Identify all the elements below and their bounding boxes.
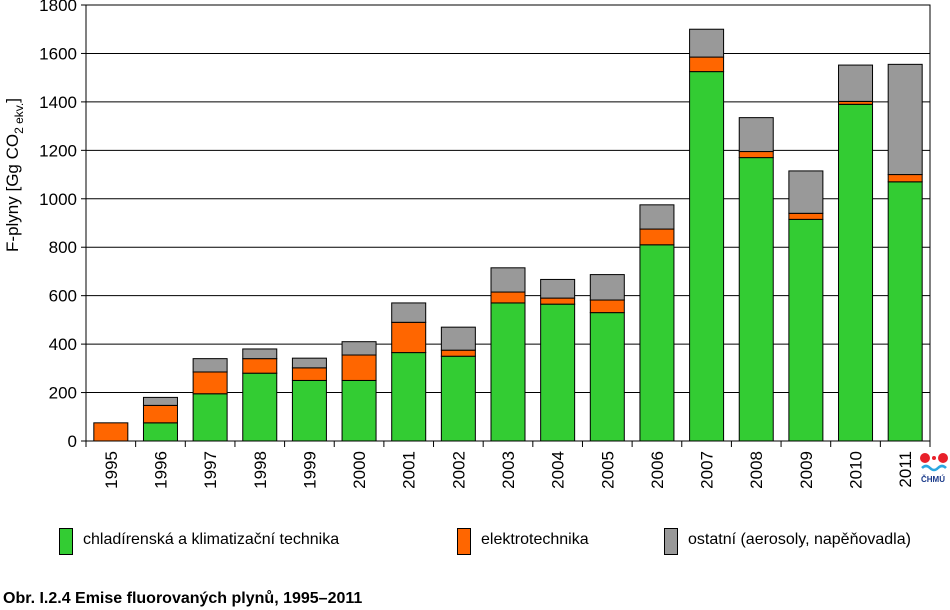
legend: chladírenská a klimatizační technika ele… (0, 528, 950, 558)
bar-segment-refrigeration-2010 (838, 103, 874, 442)
bar-segment-refrigeration-2004 (540, 303, 576, 442)
y-tick-label: 1400 (39, 93, 77, 112)
chmu-logo-icon (920, 453, 948, 472)
bar-segment-electrical-2003 (490, 291, 526, 304)
bar-segment-other-2002 (440, 326, 476, 351)
x-tick-label: 1996 (151, 451, 170, 489)
x-tick-label: 2006 (648, 451, 667, 489)
bar-segment-refrigeration-2006 (639, 244, 675, 442)
bar-segment-electrical-2006 (639, 228, 675, 246)
bar-segment-refrigeration-1999 (291, 379, 327, 442)
x-tick-label: 2011 (896, 451, 915, 488)
legend-label-refrigeration: chladírenská a klimatizační technika (83, 531, 340, 548)
bar-segment-electrical-2009 (788, 212, 824, 220)
x-tick-label: 1998 (251, 451, 270, 489)
bar-segment-other-2009 (788, 170, 824, 214)
bar-segment-electrical-2001 (391, 321, 427, 354)
bar-segment-other-2005 (589, 274, 625, 301)
bar-segment-refrigeration-2002 (440, 355, 476, 442)
bar-segment-other-1998 (242, 348, 278, 360)
chmu-logo-text: ČHMÚ (921, 475, 945, 484)
bar-segment-refrigeration-1998 (242, 372, 278, 442)
bar-segment-refrigeration-2008 (738, 157, 774, 442)
bar-segment-refrigeration-2009 (788, 218, 824, 442)
figure-caption: Obr. I.2.4 Emise fluorovaných plynů, 199… (3, 590, 363, 607)
y-tick-label: 1600 (39, 44, 77, 63)
y-axis-label: F-plyny [Gg CO2 ekv.] (3, 98, 26, 252)
axes (81, 4, 931, 447)
bar-segment-electrical-1997 (192, 371, 228, 395)
bar-segment-electrical-2005 (589, 299, 625, 314)
y-tick-label: 200 (49, 384, 77, 403)
x-tick-label: 2007 (698, 451, 717, 489)
bar-segment-refrigeration-2001 (391, 352, 427, 442)
x-tick-label: 1999 (300, 451, 319, 489)
plot-frame (85, 4, 931, 442)
bar-segment-other-2006 (639, 204, 675, 230)
bar-segment-electrical-2002 (440, 349, 476, 357)
x-tick-label: 2003 (499, 451, 518, 489)
bar-segment-electrical-2008 (738, 151, 774, 159)
bar-segment-refrigeration-2000 (341, 379, 377, 442)
bar-segment-electrical-1999 (291, 367, 327, 381)
x-tick-label: 2010 (847, 451, 866, 489)
bar-segment-other-2011 (887, 63, 923, 176)
bar-segment-refrigeration-2011 (887, 181, 923, 442)
y-axis-label-main: F-plyny [Gg CO (3, 134, 22, 252)
legend-swatch-refrigeration (59, 528, 73, 555)
y-tick-label: 1800 (39, 0, 77, 15)
bar-segment-other-2004 (540, 278, 576, 299)
x-tick-label: 1997 (201, 451, 220, 489)
x-tick-label: 2000 (350, 451, 369, 489)
bar-segment-electrical-2011 (887, 174, 923, 183)
legend-swatch-other (664, 528, 678, 555)
bar-segment-refrigeration-1997 (192, 393, 228, 442)
legend-item-other: ostatní (aerosoly, napěňovadla) (664, 528, 911, 555)
bar-segment-electrical-2007 (689, 56, 725, 73)
bars (93, 28, 923, 442)
y-tick-label: 800 (49, 238, 77, 257)
x-tick-label: 2008 (747, 451, 766, 489)
x-tick-label: 2004 (549, 451, 568, 489)
y-tick-labels: 0 200 400 600 800 1000 1200 1400 1600 1800 (39, 0, 77, 451)
bar-segment-refrigeration-2007 (689, 71, 725, 442)
bar-segment-refrigeration-1996 (142, 422, 178, 442)
x-tick-label: 2005 (598, 451, 617, 489)
bar-segment-electrical-2000 (341, 354, 377, 381)
legend-swatch-electrical (457, 528, 471, 555)
legend-label-electrical: elektrotechnika (481, 531, 589, 548)
bar-segment-other-2010 (838, 64, 874, 102)
x-tick-label: 2009 (797, 451, 816, 489)
y-tick-label: 0 (68, 432, 77, 451)
bar-segment-other-2000 (341, 341, 377, 356)
y-axis-label-subscript: 2 ekv. (12, 103, 26, 134)
bar-segment-other-2008 (738, 117, 774, 153)
x-tick-labels: 1995 1996 1997 1998 1999 2000 2001 2002 2003 2004… (102, 451, 915, 489)
x-tick-label: 2002 (449, 451, 468, 489)
bar-segment-other-2003 (490, 267, 526, 293)
bar-segment-electrical-2004 (540, 297, 576, 305)
bar-segment-electrical-1995 (93, 422, 129, 442)
bar-segment-other-2001 (391, 302, 427, 323)
bar-segment-refrigeration-2003 (490, 302, 526, 442)
bar-segment-other-1999 (291, 357, 327, 369)
bar-segment-electrical-1998 (242, 358, 278, 374)
legend-item-electrical: elektrotechnika (457, 528, 589, 555)
x-tick-label: 1995 (102, 451, 121, 489)
bar-segment-refrigeration-2005 (589, 312, 625, 442)
y-tick-label: 1000 (39, 190, 77, 209)
y-tick-label: 1200 (39, 141, 77, 160)
bar-segment-other-1997 (192, 358, 228, 373)
bar-segment-electrical-1996 (142, 404, 178, 424)
x-tick-label: 2001 (400, 451, 419, 489)
legend-item-refrigeration: chladírenská a klimatizační technika (59, 528, 339, 555)
bar-segment-other-2007 (689, 28, 725, 58)
y-axis-label-end: ] (3, 98, 22, 103)
y-tick-label: 600 (49, 287, 77, 306)
y-tick-label: 400 (49, 335, 77, 354)
bar-segment-other-1996 (142, 396, 178, 406)
legend-label-other: ostatní (aerosoly, napěňovadla) (688, 531, 911, 548)
